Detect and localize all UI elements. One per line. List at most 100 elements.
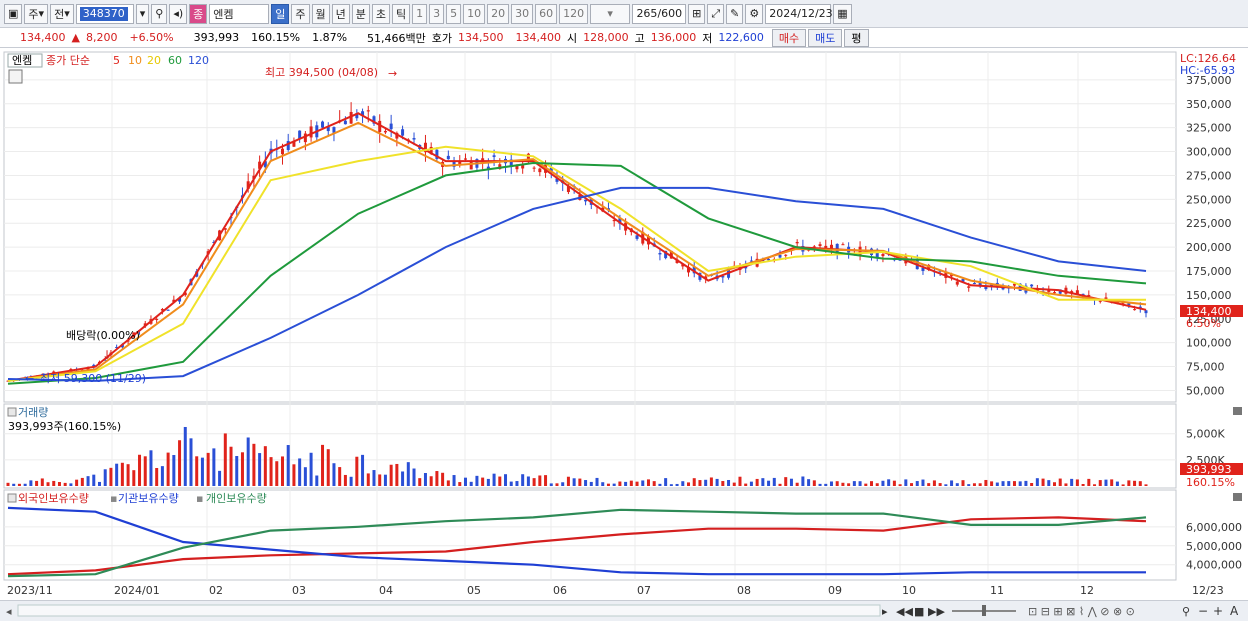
volume-bar (200, 457, 204, 486)
code-dropdown-button[interactable]: ▾ (135, 3, 150, 24)
volume-bar (269, 457, 273, 486)
period-week[interactable]: 주 (291, 3, 310, 24)
stock-chart: 375,000 350,000 325,000 300,000 275,000 250,0… (3, 51, 1243, 597)
chart-toolbar: ▣ 주 ▾ 전 ▾ 348370 ▾ ⚲ ◂) 종 엔켐 일 주 월 년 분 초 틱… (0, 0, 1248, 28)
chart-options-icon[interactable]: ⊞ (688, 3, 706, 24)
period-month[interactable]: 월 (311, 3, 330, 24)
search-zoom-icon[interactable]: ⚲ (1182, 605, 1190, 618)
holding-close-icon[interactable] (1233, 493, 1242, 501)
zoom-out-icon[interactable]: − (1198, 604, 1208, 618)
volume-bar (126, 464, 130, 486)
sell-button[interactable]: 매도 (808, 28, 843, 47)
volume-bar (812, 480, 816, 486)
ma-line-120 (7, 186, 1147, 382)
volume-close-icon[interactable] (1233, 407, 1242, 415)
max-arrow: → (388, 67, 397, 80)
tool-icons[interactable]: ⊡ ⊟ ⊞ ⊠ ⌇ ⋀ ⊘ ⊗ ⊙ (1028, 605, 1135, 618)
holding-y-axis: 6,000,000 5,000,000 4,000,000 (1186, 521, 1242, 572)
search-icon[interactable]: ⚲ (151, 3, 168, 24)
rewind-icon[interactable]: ◀◀ (896, 605, 913, 618)
period-year[interactable]: 년 (331, 3, 350, 24)
volume-bar (286, 445, 290, 486)
eval-button[interactable]: 평 (844, 28, 869, 47)
date-input[interactable]: 2024/12/23 (765, 3, 833, 24)
period-day[interactable]: 일 (271, 3, 290, 24)
scroll-left-icon[interactable]: ◂ (6, 605, 12, 618)
forward-icon[interactable]: ▶▶ (928, 605, 945, 618)
interval-120[interactable]: 120 (559, 3, 589, 24)
interval-dropdown[interactable]: ▾ (590, 3, 631, 24)
volume-bar (1007, 481, 1011, 486)
table-icon[interactable] (8, 69, 23, 84)
volume-bar (829, 481, 833, 486)
interval-20[interactable]: 20 (487, 3, 510, 24)
candle-body (498, 164, 502, 170)
zoom-slider-handle[interactable] (982, 605, 986, 616)
stop-icon[interactable]: ■ (914, 605, 924, 618)
speaker-icon[interactable]: ◂) (169, 3, 188, 24)
holding-legend-individual: 개인보유수량 (206, 492, 267, 505)
candle-body (435, 149, 439, 159)
change-percent: +6.50% (129, 31, 174, 44)
volume-bar (395, 463, 399, 486)
buy-button[interactable]: 매수 (771, 28, 807, 47)
volume-bar (652, 481, 656, 486)
volume-bar (75, 479, 79, 486)
price-y-tick: 50,000 (1186, 384, 1225, 397)
candle-body (361, 111, 365, 116)
candle-body (521, 165, 525, 169)
volume-bar (86, 476, 90, 486)
x-tick-label: 07 (637, 584, 651, 597)
volume-bar (944, 484, 948, 486)
interval-5[interactable]: 5 (446, 3, 462, 24)
volume-bar (46, 482, 50, 486)
layout-icon[interactable]: ▣ (4, 3, 23, 24)
candle-body (286, 141, 290, 150)
scroll-track[interactable] (17, 604, 881, 617)
interval-30[interactable]: 30 (511, 3, 534, 24)
price-panel (3, 51, 1177, 403)
interval-1[interactable]: 1 (412, 3, 428, 24)
gear-icon[interactable]: ⚙ (745, 3, 764, 24)
volume-bar (1024, 480, 1028, 486)
period-tick[interactable]: 틱 (392, 3, 411, 24)
volume-bar (1121, 484, 1125, 486)
volume-bar (423, 473, 427, 486)
interval-3[interactable]: 3 (429, 3, 445, 24)
volume-bar (687, 482, 691, 486)
edit-icon[interactable]: ✎ (726, 3, 744, 24)
volume-panel-icon[interactable] (7, 407, 17, 417)
volume-bar (801, 476, 805, 486)
code-input[interactable]: 348370 (75, 3, 134, 24)
current-price-label: 134,400 (1186, 305, 1232, 318)
volume-bar (1138, 481, 1142, 486)
moving-average-lines (7, 112, 1147, 385)
volume-bar (852, 481, 856, 486)
volume-bar (469, 481, 473, 486)
stock-name-field[interactable]: 엔켐 (209, 3, 270, 24)
volume-bar (206, 452, 210, 486)
volume-bar (618, 481, 622, 486)
zoom-in-icon[interactable]: + (1213, 604, 1223, 618)
period-minute[interactable]: 분 (351, 3, 370, 24)
volume-value: 393,993 (193, 31, 240, 44)
bottom-scroll-bar[interactable]: ◂ ▸ ◀◀ ■ ▶▶ ⊡ ⊟ ⊞ ⊠ ⌇ ⋀ ⊘ ⊗ ⊙ ⚲ − + A (0, 600, 1248, 621)
candle-body (566, 186, 570, 193)
ma-legend-5: 5 (113, 54, 120, 67)
interval-60[interactable]: 60 (535, 3, 558, 24)
count-input[interactable]: 265/600 (632, 3, 687, 24)
type-select[interactable]: 주 ▾ (24, 3, 49, 24)
candle-body (829, 244, 833, 251)
interval-10[interactable]: 10 (463, 3, 486, 24)
draw-tool-icon[interactable]: ⤢ (707, 3, 725, 24)
calendar-icon[interactable]: ▦ (833, 3, 852, 24)
prev-select[interactable]: 전 ▾ (50, 3, 74, 24)
x-tick-label: 12 (1080, 584, 1094, 597)
period-second[interactable]: 초 (371, 3, 391, 24)
holding-panel-icon[interactable] (7, 493, 17, 503)
volume-bar (23, 483, 27, 486)
stock-label-box[interactable] (7, 53, 43, 68)
scroll-right-icon[interactable]: ▸ (882, 605, 888, 618)
font-size-icon[interactable]: A (1230, 604, 1239, 618)
volume-bar (521, 474, 525, 486)
